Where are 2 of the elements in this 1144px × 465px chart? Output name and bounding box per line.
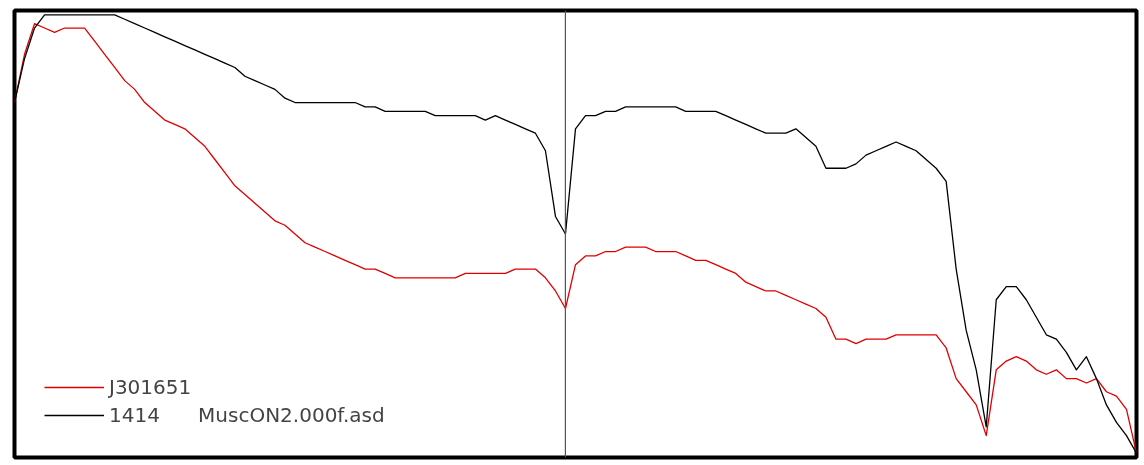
legend-label: J301651 bbox=[109, 375, 192, 399]
legend-label: 1414 MuscON2.000f.asd bbox=[109, 403, 385, 427]
